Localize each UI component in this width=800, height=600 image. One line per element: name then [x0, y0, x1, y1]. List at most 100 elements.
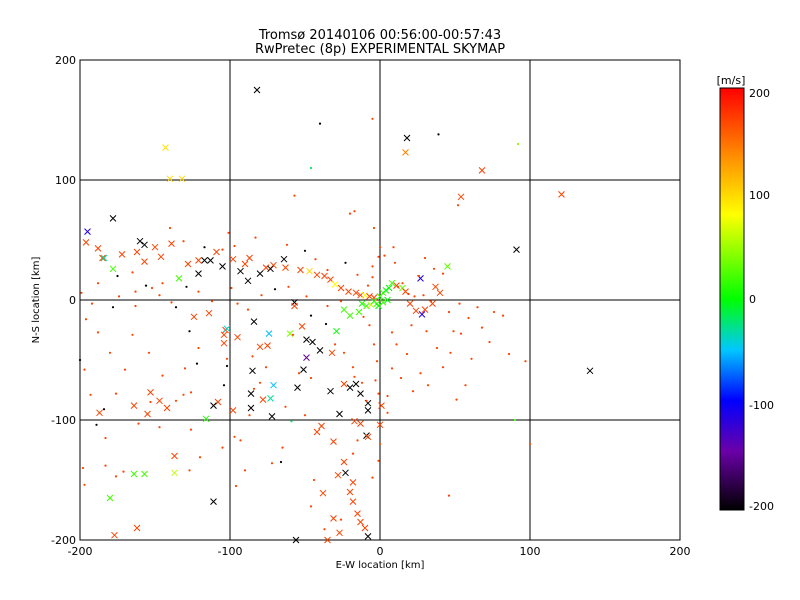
data-point-cross: [264, 342, 271, 349]
data-point-dot: [390, 331, 394, 334]
data-point-dot: [293, 194, 296, 197]
data-point-dot: [441, 272, 445, 275]
data-point-cross: [384, 296, 391, 304]
data-point-cross: [178, 175, 186, 183]
data-point-cross: [270, 381, 277, 389]
data-point-cross: [345, 288, 352, 295]
data-point-cross: [280, 255, 288, 263]
data-point-dot: [174, 399, 178, 402]
data-point-dot: [396, 285, 400, 288]
data-point-cross: [133, 524, 141, 532]
data-point-dot: [198, 456, 202, 459]
axis-ticks: [79, 59, 681, 541]
data-point-cross: [432, 283, 439, 291]
data-point-dot: [360, 381, 364, 384]
data-point-cross: [328, 349, 336, 357]
data-point-cross: [436, 289, 444, 297]
chart-title: Tromsø 20140106 00:56:00-00:57:43: [258, 28, 501, 43]
data-point-cross: [133, 248, 141, 256]
data-point-dot: [108, 351, 112, 354]
data-point-dot: [356, 439, 359, 442]
colorbar-tick-label: -200: [749, 500, 774, 513]
data-point-cross: [346, 384, 354, 391]
data-point-dot: [447, 310, 451, 314]
x-tick-label: 0: [377, 545, 384, 558]
data-point-dot: [426, 384, 430, 387]
data-point-cross: [205, 309, 213, 317]
data-point-cross: [141, 470, 148, 478]
colorbar-tick-label: -100: [749, 399, 774, 412]
data-point-cross: [141, 241, 148, 249]
data-point-dot: [104, 436, 107, 440]
data-point-dot: [123, 368, 127, 371]
data-point-dot: [203, 246, 206, 249]
data-point-dot: [225, 357, 229, 360]
data-point-cross: [247, 390, 255, 397]
data-point-cross: [210, 498, 217, 505]
data-point-cross: [268, 413, 276, 420]
data-point-cross: [144, 410, 151, 418]
data-point-cross: [166, 175, 174, 183]
x-tick-label: 100: [520, 545, 541, 558]
data-point-cross: [334, 471, 342, 479]
data-point-cross: [349, 498, 357, 505]
data-point-cross: [106, 494, 114, 502]
data-point-dot: [149, 400, 152, 404]
data-point-cross: [378, 402, 385, 409]
data-point-dot: [324, 322, 328, 326]
data-point-cross: [286, 330, 294, 337]
data-point-dot: [254, 236, 257, 239]
data-point-dot: [386, 411, 389, 414]
data-point-cross: [298, 323, 306, 330]
data-point-cross: [291, 302, 298, 310]
data-point-cross: [253, 86, 261, 94]
data-point-cross: [147, 389, 154, 396]
data-point-dot: [246, 308, 250, 311]
data-point-dot: [182, 393, 185, 396]
data-point-cross: [403, 134, 411, 142]
data-point-dot: [386, 394, 389, 398]
data-point-dot: [377, 459, 380, 462]
data-point-dot: [356, 273, 359, 276]
data-point-dot: [297, 372, 301, 375]
data-point-dot: [285, 243, 289, 246]
data-point-dot: [326, 304, 329, 308]
data-point-cross: [336, 410, 343, 418]
data-point-cross: [207, 257, 214, 264]
data-point-cross: [421, 306, 429, 313]
data-point-dot: [185, 285, 188, 288]
data-point-dot: [273, 288, 277, 291]
data-point-dot: [134, 304, 137, 308]
data-point-dot: [401, 282, 404, 285]
data-point-dot: [377, 255, 380, 258]
data-point-dot: [390, 367, 394, 370]
data-point-cross: [342, 469, 349, 477]
data-point-cross: [136, 237, 144, 245]
data-point-cross: [195, 270, 202, 277]
colorbar-gradient: [719, 87, 745, 511]
data-point-dot: [104, 464, 107, 467]
data-point-dot: [375, 360, 379, 363]
data-point-dot: [422, 294, 425, 297]
data-point-dot: [131, 271, 134, 274]
data-point-cross: [357, 420, 364, 427]
data-points: [78, 86, 594, 544]
data-point-dot: [147, 351, 151, 354]
data-point-dot: [524, 360, 527, 363]
data-point-cross: [229, 255, 237, 263]
data-point-cross: [306, 267, 313, 275]
data-point-dot: [83, 368, 86, 371]
data-point-dot: [413, 295, 416, 298]
data-point-cross: [201, 257, 208, 264]
grid-lines: [80, 60, 680, 540]
data-point-cross: [355, 308, 363, 316]
data-point-dot: [425, 330, 428, 333]
data-point-cross: [375, 302, 382, 310]
data-point-dot: [227, 231, 230, 234]
data-point-dot: [371, 276, 374, 279]
y-tick-label: 100: [55, 174, 76, 187]
data-point-dot: [339, 518, 343, 521]
data-point-cross: [364, 407, 372, 414]
data-point-dot: [183, 367, 187, 370]
